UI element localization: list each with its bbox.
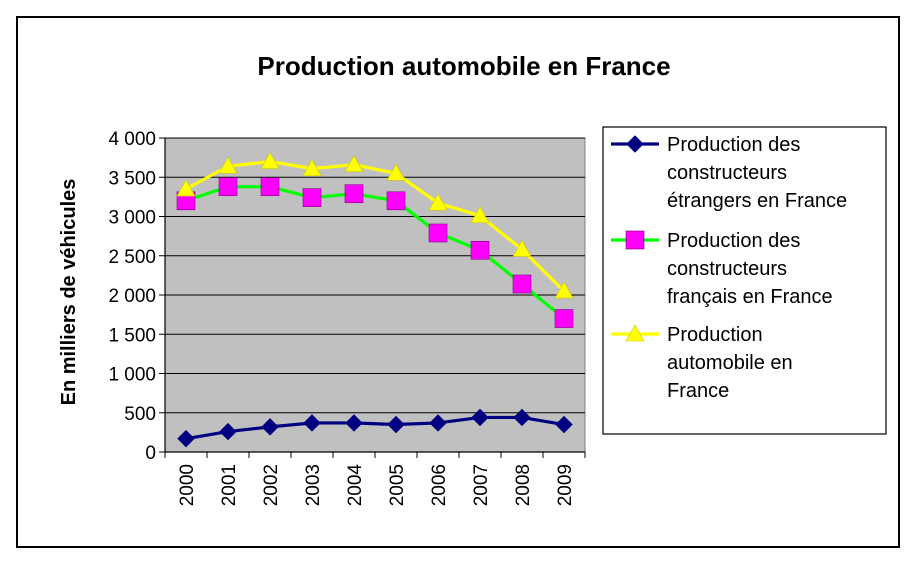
data-point — [344, 184, 364, 204]
data-point — [302, 188, 322, 207]
data-point — [218, 156, 238, 174]
data-point — [555, 415, 573, 434]
data-point — [260, 177, 280, 196]
series-line — [185, 159, 566, 293]
data-point — [260, 151, 280, 169]
data-point — [176, 179, 196, 197]
data-point — [513, 408, 531, 427]
data-point — [428, 223, 448, 243]
y-tick-label: 0 — [145, 443, 156, 464]
data-point — [428, 193, 448, 211]
legend-entry-line: Production — [667, 324, 763, 346]
data-point — [386, 191, 406, 211]
y-axis-label: En milliers de véhicules — [58, 179, 80, 406]
data-point — [303, 414, 321, 432]
legend-entry-line: constructeurs — [667, 162, 787, 184]
series-line — [185, 415, 565, 441]
data-point — [218, 177, 238, 196]
y-tick-label: 4 000 — [108, 129, 156, 150]
x-tick-label: 2001 — [219, 464, 240, 506]
legend: Production des constructeurs étrangers en … — [602, 126, 887, 435]
legend-entry-line: français en France — [667, 286, 833, 308]
x-tick-label: 2000 — [177, 464, 198, 506]
legend-swatch-marker — [625, 230, 645, 250]
data-point — [512, 274, 532, 294]
data-point — [219, 422, 237, 441]
legend-entry-line: Production des — [667, 134, 800, 156]
x-tick-label: 2003 — [303, 464, 324, 506]
legend-entry-label: Production automobile en France — [667, 324, 793, 402]
legend-entry-line: étrangers en France — [667, 190, 847, 212]
x-tick-label: 2008 — [513, 464, 534, 506]
y-tick-label: 1 000 — [108, 365, 156, 386]
legend-swatch-marker — [626, 135, 644, 153]
y-tick-label: 2 000 — [108, 286, 156, 307]
chart-frame: Production automobile en France En milli… — [16, 16, 900, 548]
data-point — [177, 429, 195, 448]
data-point — [302, 159, 322, 176]
y-tick-label: 3 500 — [108, 168, 156, 189]
legend-entry-label: Production des constructeurs étrangers en … — [667, 134, 847, 212]
chart-title: Production automobile en France — [257, 51, 670, 81]
legend-entry-line: constructeurs — [667, 258, 787, 280]
y-tick-label: 2 500 — [108, 247, 156, 268]
data-point — [554, 281, 574, 299]
x-tick-label: 2005 — [387, 464, 408, 506]
data-point — [387, 415, 405, 434]
data-point — [386, 163, 406, 181]
data-point — [429, 414, 447, 432]
legend-swatch-marker — [625, 324, 645, 342]
x-tick-label: 2006 — [429, 464, 450, 506]
legend-entry-line: automobile en — [667, 352, 793, 374]
plot-area: 0 500 1 000 1 500 2 000 2 500 3 000 3 500 4 000 2… — [108, 129, 586, 507]
y-tick-label: 500 — [124, 404, 156, 425]
legend-entry-line: France — [667, 380, 729, 402]
x-tick-label: 2002 — [261, 464, 282, 506]
data-point — [344, 155, 364, 172]
legend-entry-label: Production des constructeurs français en F… — [667, 230, 833, 308]
y-tick-label: 3 000 — [108, 208, 156, 229]
data-point — [512, 239, 532, 257]
chart-svg: Production automobile en France En milli… — [58, 51, 887, 507]
data-point — [554, 309, 574, 328]
x-tick-label: 2004 — [345, 464, 366, 507]
data-point — [345, 414, 363, 432]
y-tick-label: 1 500 — [108, 325, 156, 346]
legend-box — [602, 126, 887, 435]
data-point — [261, 418, 279, 436]
x-tick-label: 2009 — [555, 464, 576, 506]
x-tick-label: 2007 — [471, 464, 492, 506]
data-point — [470, 240, 490, 260]
data-point — [470, 206, 490, 224]
series-line — [185, 185, 566, 320]
data-point — [471, 408, 489, 427]
legend-entry-line: Production des — [667, 230, 800, 252]
